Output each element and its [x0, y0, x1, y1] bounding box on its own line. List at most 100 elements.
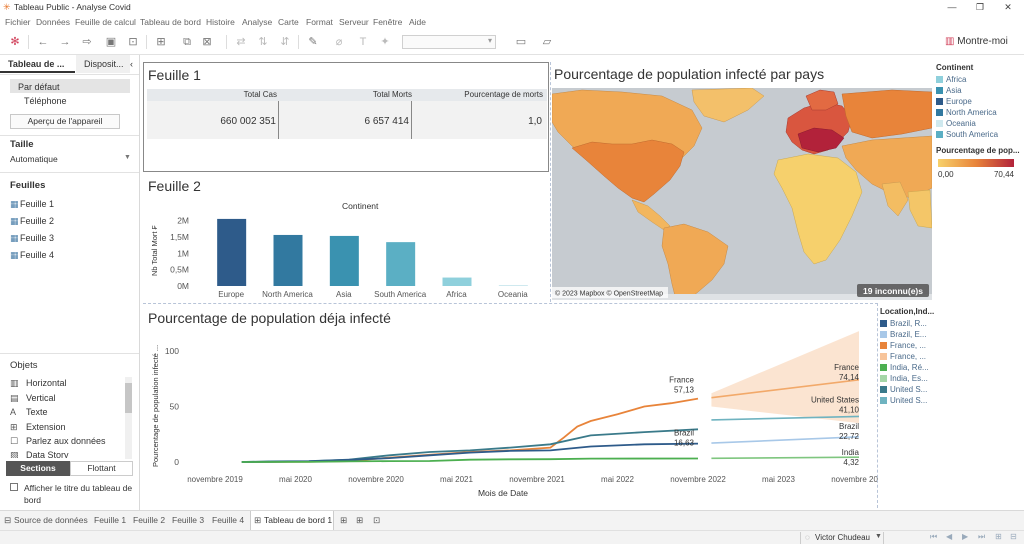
legend-item[interactable]: Africa — [936, 75, 966, 84]
bar-oceania[interactable] — [498, 285, 528, 286]
series-line-india[interactable] — [241, 457, 699, 463]
new-dashboard-tab-icon[interactable]: ⊞ — [356, 515, 364, 525]
next-page-icon[interactable]: ▶ — [962, 532, 969, 541]
object-extension[interactable]: ⊞ Extension — [10, 422, 66, 433]
tab-disposition[interactable]: Disposit... — [76, 55, 130, 73]
menu-analyse[interactable]: Analyse — [242, 17, 273, 27]
undo-icon[interactable]: ← — [37, 36, 49, 48]
legend-item[interactable]: Asia — [936, 86, 962, 95]
scrollbar-thumb[interactable] — [125, 383, 132, 413]
map-attribution[interactable]: © 2023 Mapbox © OpenStreetMap — [555, 290, 663, 298]
close-button[interactable]: ✕ — [1004, 2, 1012, 12]
location-legend-item[interactable]: United S... — [880, 396, 927, 405]
bar-north-america[interactable] — [273, 234, 303, 286]
show-title-checkbox[interactable] — [10, 483, 18, 491]
bar-asia[interactable] — [329, 235, 359, 286]
presentation-icon[interactable]: ▱ — [542, 36, 552, 48]
tab-feuille-4[interactable]: Feuille 4 — [212, 515, 245, 525]
location-legend-item[interactable]: India, Es... — [880, 374, 928, 383]
legend-item[interactable]: Oceania — [936, 119, 976, 128]
duplicate-icon[interactable]: ⧉ — [183, 36, 191, 48]
location-legend-item[interactable]: India, Ré... — [880, 363, 929, 372]
sort-asc-icon[interactable]: ⇅ — [258, 36, 268, 48]
sheet-item-feuille-3[interactable]: ▦Feuille 3 — [10, 233, 54, 244]
forecast-line-brazil[interactable] — [711, 436, 860, 444]
new-sheet-tab-icon[interactable]: ⊞ — [340, 515, 348, 525]
mode-tab-flottant[interactable]: Flottant — [70, 461, 133, 476]
sheet-item-feuille-4[interactable]: ▦Feuille 4 — [10, 250, 54, 261]
menu-carte[interactable]: Carte — [278, 17, 299, 27]
menu-feuille-de-calcul[interactable]: Feuille de calcul — [75, 17, 136, 27]
object-vertical[interactable]: ▤ Vertical — [10, 393, 56, 404]
sheet-item-feuille-2[interactable]: ▦Feuille 2 — [10, 216, 54, 227]
device-default[interactable]: Par défaut — [18, 82, 60, 92]
location-legend-item[interactable]: United S... — [880, 385, 927, 394]
pin-icon[interactable]: ✦ — [380, 36, 390, 48]
swap-icon[interactable]: ⇄ — [236, 36, 246, 48]
objects-scrollbar[interactable] — [125, 377, 132, 459]
collapse-panel-icon[interactable]: ‹ — [130, 59, 133, 69]
redo-icon[interactable]: → — [59, 36, 71, 48]
world-map[interactable]: © 2023 Mapbox © OpenStreetMap 19 inconnu… — [552, 88, 932, 300]
user-menu[interactable]: ◌ Victor Chudeau ▼ — [800, 532, 884, 544]
chevron-down-icon[interactable]: ▼ — [124, 154, 131, 161]
bar-europe[interactable] — [217, 218, 247, 286]
menu-tableau-de-bord[interactable]: Tableau de bord — [140, 17, 201, 27]
menu-histoire[interactable]: Histoire — [206, 17, 235, 27]
object-text[interactable]: A Texte — [10, 407, 48, 417]
menu-donnees[interactable]: Données — [36, 17, 71, 27]
group-icon[interactable]: ⌀ — [335, 36, 343, 48]
minimize-button[interactable]: — — [947, 2, 957, 12]
feuille1-panel[interactable]: Feuille 1 Total Cas Total Morts Pourcent… — [143, 62, 549, 172]
legend-item[interactable]: South America — [936, 130, 998, 139]
last-page-icon[interactable]: ⏭ — [978, 532, 986, 541]
tab-tableau-de-bord[interactable]: Tableau de ... — [0, 55, 75, 73]
clear-sheet-icon[interactable]: ⊠ — [202, 36, 212, 48]
device-phone[interactable]: Téléphone — [24, 96, 67, 106]
menu-format[interactable]: Format — [306, 17, 333, 27]
tab-datasource-icon[interactable]: ⊟ — [4, 515, 12, 525]
menu-fenetre[interactable]: Fenêtre — [373, 17, 403, 27]
new-story-tab-icon[interactable]: ⊡ — [373, 515, 381, 525]
show-cards-icon[interactable]: ▭ — [515, 36, 527, 48]
list-view-icon[interactable]: ⊟ — [1010, 532, 1017, 541]
labels-icon[interactable]: T — [359, 36, 367, 48]
maximize-button[interactable]: ❐ — [975, 2, 985, 12]
location-legend-item[interactable]: France, ... — [880, 352, 926, 361]
menu-aide[interactable]: Aide — [409, 17, 427, 27]
fit-dropdown[interactable] — [402, 35, 496, 49]
bar-south-america[interactable] — [386, 242, 416, 286]
tab-feuille-3[interactable]: Feuille 3 — [172, 515, 205, 525]
replay-icon[interactable]: ⇨ — [82, 36, 92, 48]
mode-tab-sections[interactable]: Sections — [6, 461, 70, 476]
highlight-icon[interactable]: ✎ — [308, 36, 318, 48]
menu-serveur[interactable]: Serveur — [339, 17, 369, 27]
first-page-icon[interactable]: ⏮ — [930, 532, 938, 541]
legend-item[interactable]: North America — [936, 108, 997, 117]
prev-page-icon[interactable]: ◀ — [946, 532, 953, 541]
size-dropdown[interactable]: Automatique — [10, 154, 58, 164]
tab-tableau-de-bord-1[interactable]: ⊞ Tableau de bord 1 — [250, 511, 334, 531]
location-legend-item[interactable]: France, ... — [880, 341, 926, 350]
grid-view-icon[interactable]: ⊞ — [995, 532, 1002, 541]
bar-africa[interactable] — [442, 277, 472, 286]
infection-line-chart[interactable]: Pourcentage de population infecté ... 0 50… — [143, 326, 878, 506]
tab-feuille-1[interactable]: Feuille 1 — [94, 515, 127, 525]
legend-item[interactable]: Europe — [936, 97, 972, 106]
location-legend-item[interactable]: Brazil, R... — [880, 319, 927, 328]
location-legend-item[interactable]: Brazil, E... — [880, 330, 926, 339]
tab-source-donnees[interactable]: Source de données — [14, 515, 88, 525]
save-icon[interactable]: ▣ — [105, 36, 117, 48]
sort-desc-icon[interactable]: ⇵ — [280, 36, 290, 48]
forecast-line-united-states[interactable] — [711, 415, 860, 421]
device-default-row[interactable] — [10, 79, 130, 93]
forecast-line-france[interactable] — [711, 379, 860, 399]
object-data-story[interactable]: ▧ Data Story — [10, 450, 69, 458]
menu-fichier[interactable]: Fichier — [5, 17, 31, 27]
sheet-item-feuille-1[interactable]: ▦Feuille 1 — [10, 199, 54, 210]
new-datasource-icon[interactable]: ⊡ — [128, 36, 138, 48]
feuille2-bar-chart[interactable]: Continent Nb Total Mort ₣ 0M 0,5M 1M 1,5M 2M Eu… — [143, 196, 549, 304]
forecast-line-india[interactable] — [711, 456, 860, 460]
tableau-home-icon[interactable]: ✻ — [10, 36, 20, 48]
object-horizontal[interactable]: ▥ Horizontal — [10, 378, 67, 389]
